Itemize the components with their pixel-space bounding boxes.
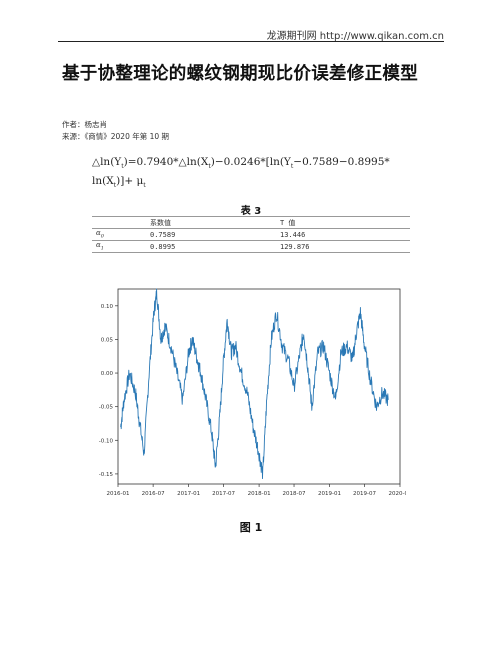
- series-line: [120, 288, 389, 480]
- article-title: 基于协整理论的螺纹钢期现比价误差修正模型: [62, 64, 418, 84]
- y-tick-label: -0.15: [99, 472, 114, 478]
- header-rule: [58, 41, 444, 42]
- x-tick-label: 2016-01: [107, 491, 130, 497]
- journal-site-header: 龙源期刊网 http://www.qikan.com.cn: [266, 31, 444, 42]
- price-ratio-error-chart: -0.15 -0.10 -0.05 0.00 0.05 0.10 2016-01 2016-0…: [99, 288, 411, 497]
- table-header-row: 系数值 T 值: [92, 216, 410, 229]
- x-tick-label: 2019-07: [353, 491, 376, 497]
- x-tick-label: 2016-07: [142, 491, 165, 497]
- ecm-equation: △ln(Yt)=0.7940*△ln(Xt)−0.0246*[ln(Yt−0.7…: [92, 155, 422, 193]
- x-tick-label: 2017-07: [212, 491, 235, 497]
- y-tick-label: -0.10: [99, 438, 114, 444]
- x-tick-label: 2019-01: [318, 491, 341, 497]
- table-header-cell: 系数值: [144, 216, 250, 229]
- article-source: 来源：《商情》2020 年第 10 期: [62, 132, 170, 141]
- article-author: 作者：杨志肖: [62, 120, 107, 129]
- y-tick-label: 0.00: [101, 371, 114, 377]
- param-cell: α0: [92, 228, 144, 241]
- x-tick-label: 2020-01: [389, 491, 406, 497]
- coefficient-table: 系数值 T 值 α0 0.7589 13.446 α1 0.8995 129.8…: [92, 216, 410, 253]
- coef-cell: 0.7589: [144, 228, 250, 241]
- x-tick-label: 2018-07: [283, 491, 306, 497]
- x-tick-label: 2017-01: [177, 491, 200, 497]
- table-row: α1 0.8995 129.876: [92, 240, 410, 253]
- y-tick-label: 0.10: [101, 304, 114, 310]
- x-tick-label: 2018-01: [248, 491, 271, 497]
- t-value-cell: 129.876: [250, 240, 410, 253]
- equation-line-2: ln(Xt)]+ μt: [92, 175, 146, 190]
- y-tick-label: -0.05: [99, 405, 114, 411]
- coef-cell: 0.8995: [144, 240, 250, 253]
- figure-1: -0.15 -0.10 -0.05 0.00 0.05 0.10 2016-01 2016-0…: [86, 281, 411, 511]
- figure-caption: 图 1: [239, 521, 263, 534]
- table-row: α0 0.7589 13.446: [92, 228, 410, 241]
- param-cell: α1: [92, 240, 144, 253]
- table-header-cell: [92, 216, 144, 229]
- y-tick-label: 0.05: [101, 337, 114, 343]
- table-header-cell: T 值: [250, 216, 410, 229]
- table-caption: 表 3: [240, 206, 262, 217]
- equation-line-1: △ln(Yt)=0.7940*△ln(Xt)−0.0246*[ln(Yt−0.7…: [92, 156, 390, 171]
- t-value-cell: 13.446: [250, 228, 410, 241]
